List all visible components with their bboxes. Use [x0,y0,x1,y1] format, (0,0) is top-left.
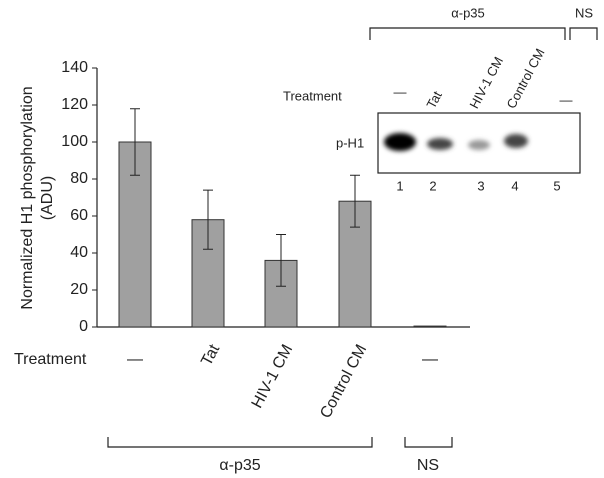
inset-group-label: NS [575,5,593,20]
group-label: α-p35 [219,457,260,474]
inset-lane-label: — [394,84,407,99]
band [384,133,416,151]
y-tick-label: 100 [61,133,88,150]
error-bar [130,108,140,176]
x-tick-label: HIV-1 CM [249,342,297,411]
y-tick-label: 120 [61,96,88,113]
y-axis-label: Normalized H1 phosphorylation [19,86,36,309]
band [468,140,490,150]
x-tick-label: — [422,351,438,368]
inset-bracket [369,27,566,40]
group-bracket [107,437,373,448]
inset-lane-label: Tat [423,88,445,111]
inset-lane-label: HIV-1 CM [466,54,506,111]
y-tick-label: 140 [61,59,88,76]
bar [118,141,152,328]
y-tick-label: 80 [70,170,88,187]
inset-row-title: Treatment [283,88,342,103]
inset-bracket [569,27,598,40]
inset-lane-number: 5 [553,178,560,193]
inset-band-label: p-H1 [336,135,364,150]
inset-lane-number: 4 [511,178,518,193]
inset-lane-label: — [560,92,573,107]
error-bar [350,174,360,228]
band [427,138,453,150]
band [504,134,528,148]
error-bar [203,189,213,250]
y-tick-label: 40 [70,244,88,261]
group-bracket [404,437,453,448]
y-axis-unit: (ADU) [39,176,56,220]
x-tick-label: — [127,351,143,368]
inset-lane-label: Control CM [503,46,547,111]
y-tick-label: 20 [70,281,88,298]
error-bar [276,234,286,287]
inset-lane-number: 3 [477,178,484,193]
inset-lane-number: 1 [396,178,403,193]
y-tick-label: 0 [79,318,88,335]
x-title: Treatment [14,351,87,368]
blot-bands [384,133,528,151]
y-tick-label: 60 [70,207,88,224]
inset-lane-number: 2 [429,178,436,193]
x-tick-label: Control CM [317,342,370,421]
bar [413,325,447,328]
group-label: NS [417,457,439,474]
inset-group-label: α-p35 [451,5,485,20]
x-tick-label: Tat [198,341,223,368]
